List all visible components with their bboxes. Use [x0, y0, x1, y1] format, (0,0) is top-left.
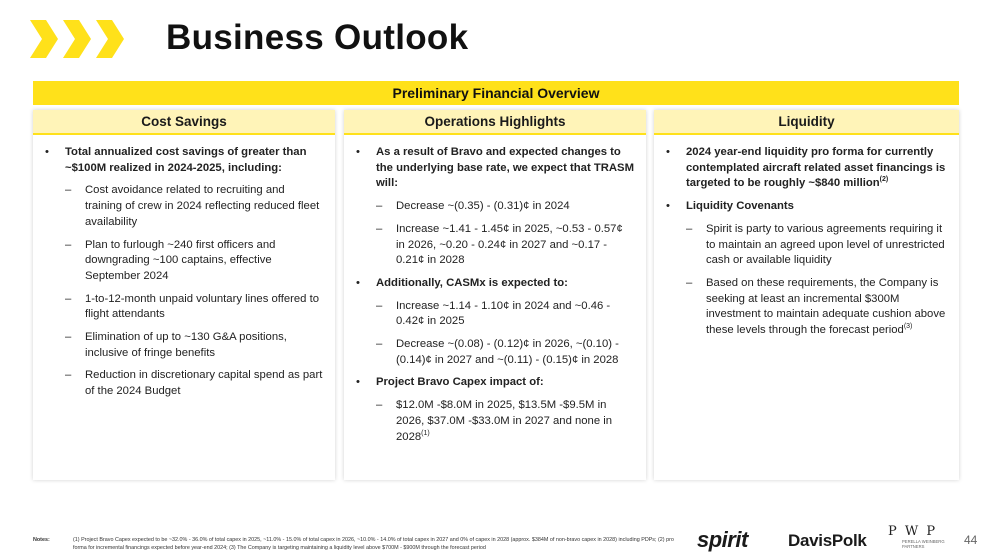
footnote-ref: (1) [421, 429, 430, 437]
bullet-item: • As a result of Bravo and expected chang… [356, 146, 635, 190]
sub-bullet-item: – Increase ~1.14 - 1.10¢ in 2024 and ~0.4… [376, 299, 611, 328]
sub-bullet-item: – Spirit is party to various agreements r… [686, 222, 945, 267]
notes-label: Notes: [33, 537, 50, 543]
spirit-logo: spirit [697, 527, 748, 552]
sub-bullet-item: – $12.0M -$8.0M in 2025, $13.5M -$9.5M in… [376, 399, 613, 443]
bullet-item: • Total annualized cost savings of greate… [45, 146, 307, 174]
bullet-item: • Project Bravo Capex impact of: [356, 376, 544, 389]
sub-bullet-item: – Cost avoidance related to recruiting an… [65, 184, 320, 228]
sub-bullet-item: –1-to-12-month unpaid voluntary lines of… [65, 292, 320, 321]
bullet-item: • Additionally, CASMx is expected to: [356, 276, 568, 289]
davis-polk-logo: DavisPolk [788, 531, 867, 550]
bullet-item: • 2024 year-end liquidity pro forma for c… [666, 146, 946, 190]
panel-header: Operations Highlights [344, 110, 646, 135]
pwp-logo-mark: P W P [888, 524, 938, 539]
sub-bullet-item: – Reduction in discretionary capital spen… [65, 369, 323, 398]
bullet-item: • Liquidity Covenants [666, 200, 794, 213]
panel-body: • Total annualized cost savings of greate… [33, 135, 335, 400]
pwp-logo: P W P PERELLA WEINBERG PARTNERS [888, 524, 950, 554]
sub-bullet-item: – Based on these requirements, the Compan… [686, 276, 946, 337]
panel-header: Liquidity [654, 110, 959, 135]
chevron-arrows-icon [30, 20, 124, 58]
footnote-ref: (3) [903, 323, 913, 331]
pwp-logo-subtitle: PERELLA WEINBERG PARTNERS [902, 539, 945, 549]
panel-body: • As a result of Bravo and expected chang… [344, 135, 646, 445]
footnote-ref: (2) [879, 176, 889, 184]
cost-savings-panel: Cost Savings • Total annualized cost savi… [33, 110, 335, 480]
notes-text: (1) Project Bravo Capex expected to be ~… [73, 537, 674, 551]
panel-body: • 2024 year-end liquidity pro forma for c… [654, 135, 959, 339]
panel-header: Cost Savings [33, 110, 335, 135]
sub-bullet-item: – Decrease ~(0.08) - (0.12)¢ in 2026, ~(0… [376, 338, 619, 366]
page-number: 44 [964, 533, 978, 547]
section-banner: Preliminary Financial Overview [33, 81, 959, 105]
sub-bullet-item: – Increase ~1.41 - 1.45¢ in 2025, ~0.53 -… [376, 222, 623, 267]
page-title: Business Outlook [166, 18, 469, 57]
sub-bullet-item: – Decrease ~(0.35) - (0.31)¢ in 2024 [376, 200, 570, 213]
operations-highlights-panel: Operations Highlights • As a result of Br… [344, 110, 646, 480]
sub-bullet-item: – Elimination of up to ~130 G&A positions… [65, 331, 287, 359]
sub-bullet-item: – Plan to furlough ~240 first officers an… [65, 238, 276, 282]
liquidity-panel: Liquidity • 2024 year-end liquidity pro f… [654, 110, 959, 480]
